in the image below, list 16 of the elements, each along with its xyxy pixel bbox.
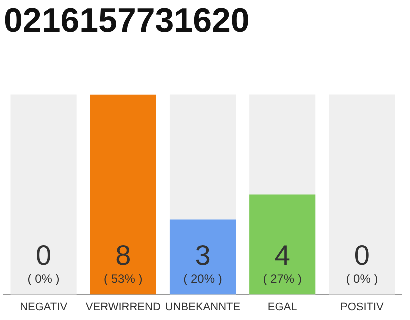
annotation: ( 0% ) xyxy=(346,272,378,286)
annotation: ( 27% ) xyxy=(263,272,302,286)
annotation: ( 20% ) xyxy=(184,272,222,286)
data-label: 3 xyxy=(195,240,211,271)
annotation: ( 53% ) xyxy=(104,272,143,286)
x-tick-label: NEGATIV xyxy=(20,301,68,314)
x-tick-label: VERWIRREND xyxy=(86,301,161,314)
data-label: 8 xyxy=(116,240,132,271)
chart-title: 0216157731620 xyxy=(4,2,250,40)
x-tick-label: EGAL xyxy=(268,301,298,314)
data-label: 4 xyxy=(274,240,290,271)
data-label: 0 xyxy=(36,240,52,271)
data-label: 0 xyxy=(354,240,370,271)
x-tick-label: UNBEKANNTE xyxy=(165,301,241,314)
annotation: ( 0% ) xyxy=(28,272,60,286)
x-tick-label: POSITIV xyxy=(340,301,385,314)
